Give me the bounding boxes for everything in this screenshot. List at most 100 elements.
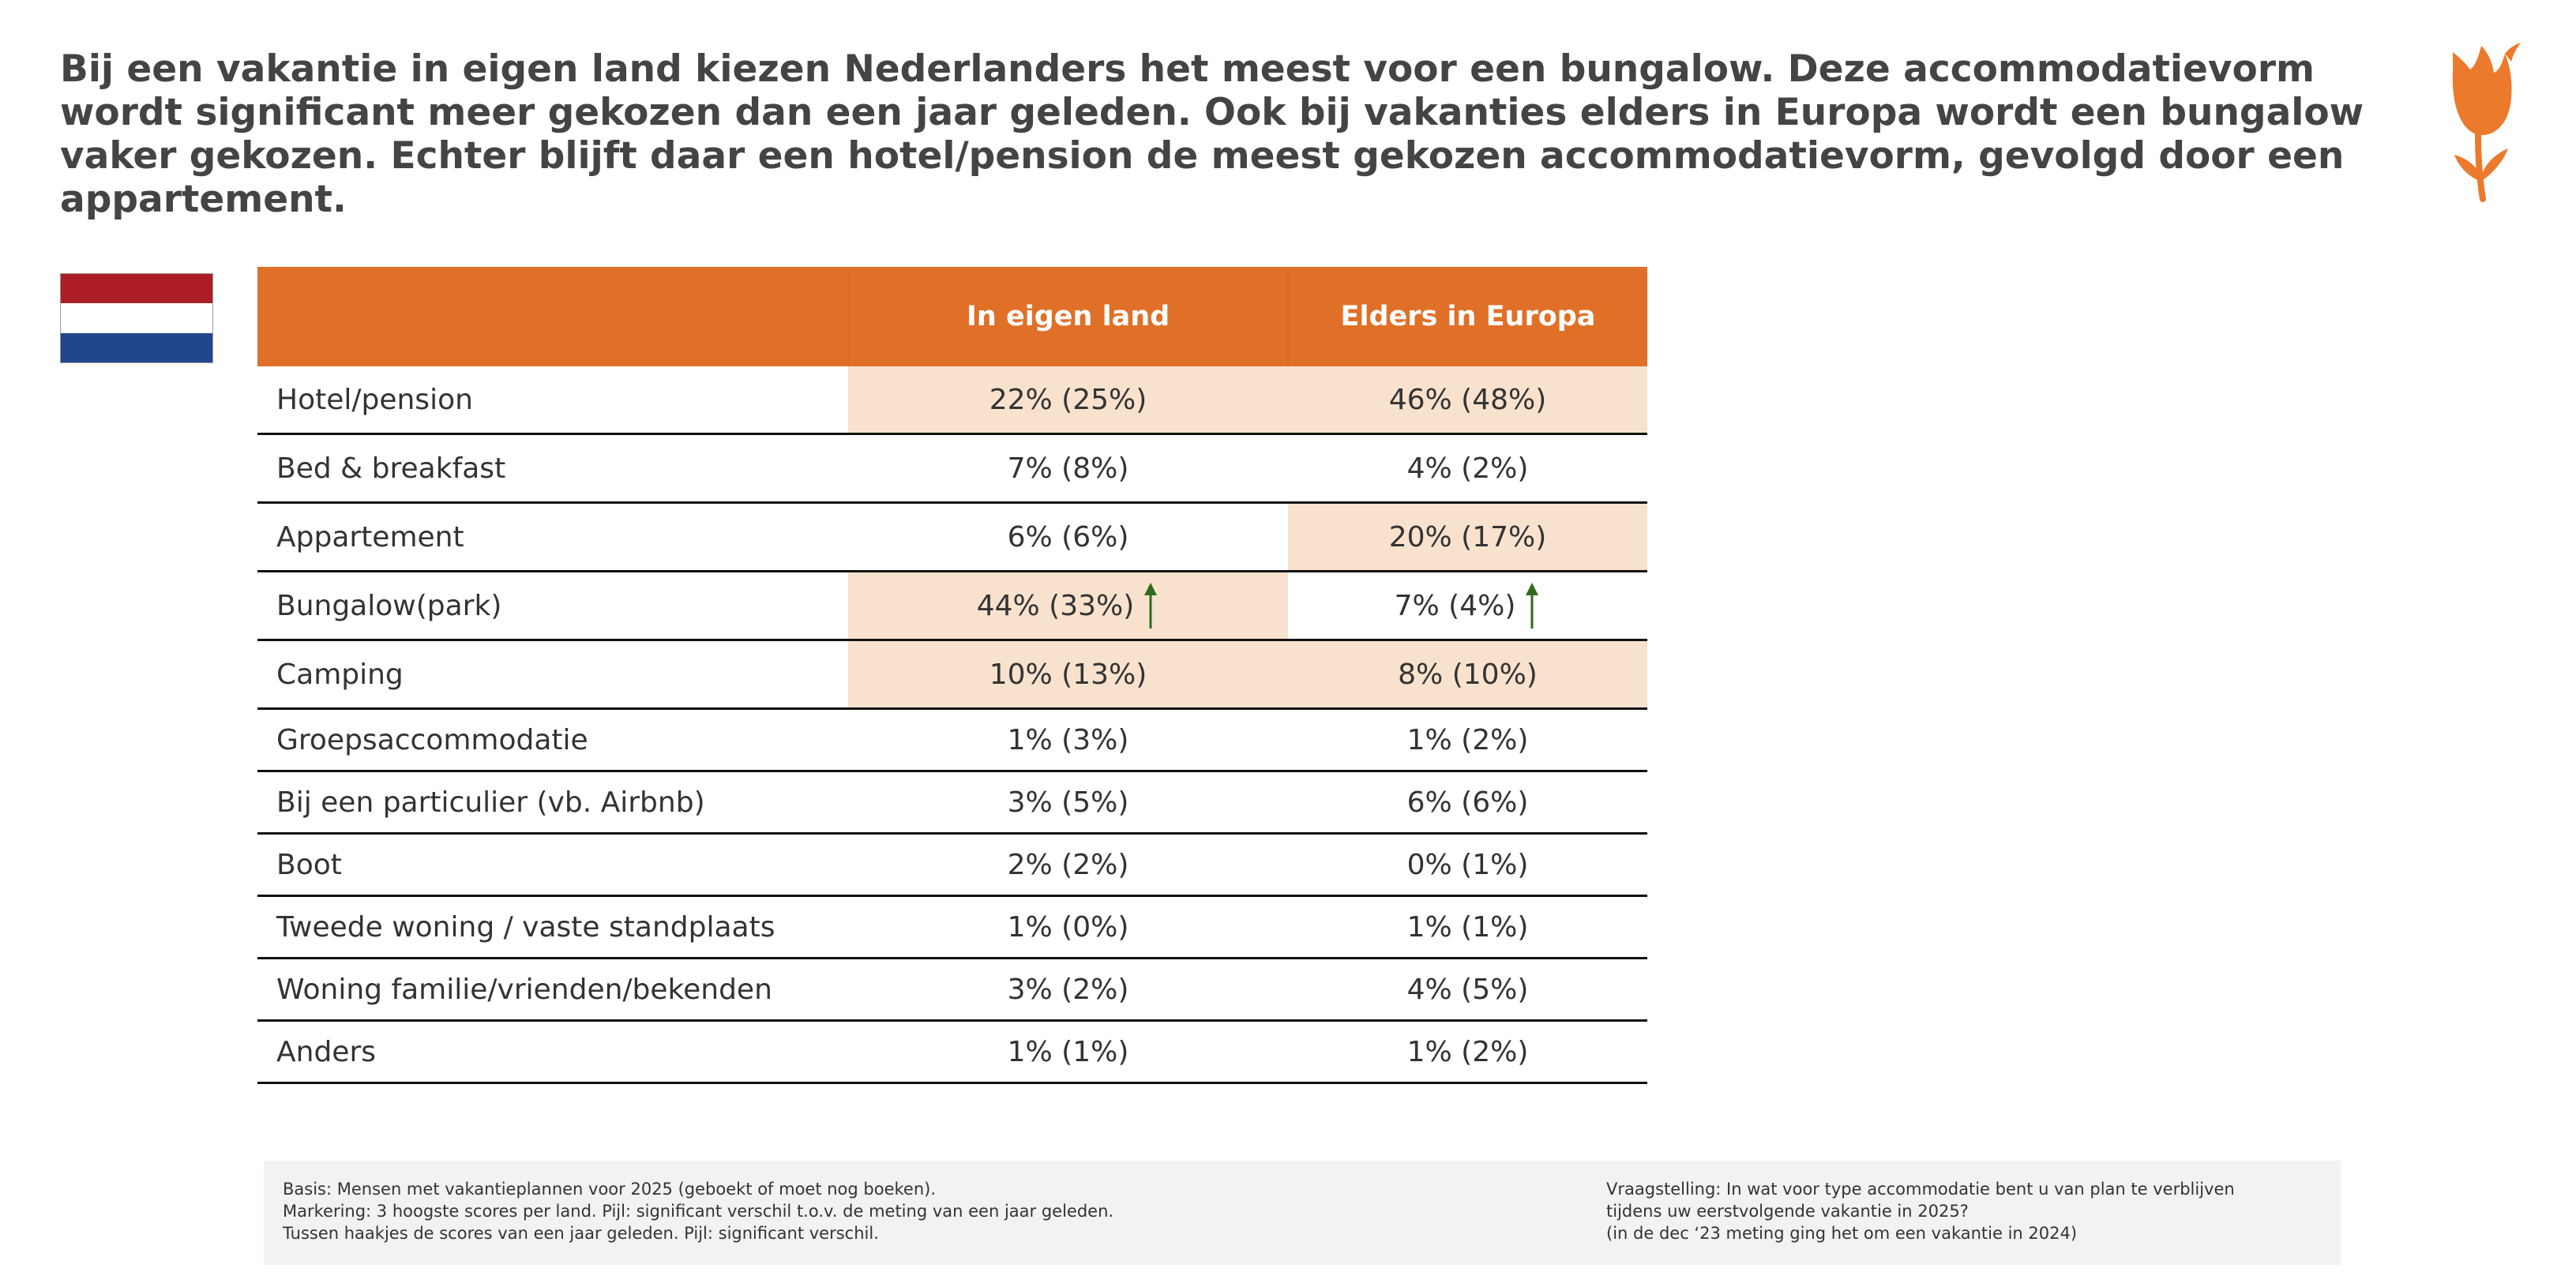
cell-elders-in-europa: 0% (1%) (1288, 833, 1647, 897)
cell-value-wrap: 6% (6%) (1407, 786, 1529, 819)
footnote-basis: Basis: Mensen met vakantieplannen voor 2… (283, 1178, 1704, 1244)
footnote-line: tijdens uw eerstvolgende vakantie in 202… (1606, 1202, 1969, 1221)
footnote-line: Tussen haakjes de scores van een jaar ge… (283, 1224, 879, 1243)
cell-in-eigen-land: 2% (2%) (848, 833, 1288, 897)
footnote-line: (in de dec ‘23 meting ging het om een va… (1606, 1224, 2078, 1243)
row-label: Boot (257, 833, 848, 897)
flag-stripe-blue (61, 332, 212, 362)
cell-value: 2% (2%) (1007, 848, 1129, 881)
cell-value: 22% (25%) (989, 383, 1147, 416)
column-header-label (257, 267, 848, 366)
cell-value-wrap: 1% (0%) (1008, 911, 1129, 944)
cell-value-wrap: 7% (8%) (1008, 452, 1129, 485)
cell-in-eigen-land: 6% (6%) (848, 502, 1288, 572)
cell-value: 44% (33%) (976, 589, 1135, 622)
cell-value: 46% (48%) (1388, 383, 1547, 416)
table-row: Hotel/pension 22% (25%) 46% (48%) (257, 366, 1647, 435)
cell-in-eigen-land: 7% (8%) (848, 433, 1288, 504)
arrow-up-icon (1526, 583, 1539, 628)
cell-value-wrap: 22% (25%) (989, 384, 1147, 416)
cell-value-wrap: 7% (4%) (1395, 581, 1541, 630)
cell-value-wrap: 1% (2%) (1407, 724, 1529, 756)
cell-value: 0% (1%) (1406, 848, 1529, 881)
cell-value-wrap: 1% (2%) (1407, 1036, 1529, 1068)
row-label: Woning familie/vrienden/bekenden (257, 958, 848, 1022)
cell-elders-in-europa: 1% (1%) (1288, 895, 1647, 959)
flag-stripe-red (61, 274, 212, 304)
row-label: Bungalow(park) (257, 571, 848, 641)
cell-value-wrap: 2% (2%) (1008, 849, 1129, 881)
footnote-line: Basis: Mensen met vakantieplannen voor 2… (283, 1180, 937, 1199)
cell-elders-in-europa: 4% (5%) (1288, 958, 1647, 1022)
cell-value: 10% (13%) (989, 658, 1147, 691)
cell-value: 1% (1%) (1007, 1035, 1129, 1068)
table-row: Groepsaccommodatie 1% (3%) 1% (2%) (257, 708, 1647, 772)
cell-value-wrap: 1% (1%) (1008, 1036, 1129, 1068)
cell-value: 7% (8%) (1007, 452, 1129, 485)
row-label: Tweede woning / vaste standplaats (257, 895, 848, 959)
cell-value-wrap: 1% (3%) (1008, 724, 1129, 756)
cell-value: 1% (2%) (1406, 723, 1529, 756)
footnote-line: Markering: 3 hoogste scores per land. Pi… (283, 1202, 1114, 1221)
table-row: Appartement 6% (6%) 20% (17%) (257, 502, 1647, 572)
cell-value: 4% (2%) (1406, 452, 1529, 485)
cell-in-eigen-land: 44% (33%) (848, 571, 1288, 641)
column-header-in-eigen-land: In eigen land (847, 267, 1288, 366)
accommodation-table: In eigen land Elders in Europa Hotel/pen… (257, 267, 1647, 1084)
cell-in-eigen-land: 1% (1%) (848, 1020, 1288, 1084)
cell-value: 1% (2%) (1406, 1035, 1529, 1068)
cell-value-wrap: 46% (48%) (1389, 384, 1547, 416)
cell-value-wrap: 3% (5%) (1008, 786, 1129, 819)
cell-value: 7% (4%) (1394, 589, 1516, 622)
cell-value: 1% (0%) (1007, 910, 1129, 944)
cell-value: 20% (17%) (1388, 520, 1547, 553)
table-header-row: In eigen land Elders in Europa (257, 267, 1647, 366)
cell-value: 1% (3%) (1007, 723, 1129, 756)
row-label: Appartement (257, 502, 848, 572)
footnote-question: Vraagstelling: In wat voor type accommod… (1606, 1178, 2317, 1244)
cell-value: 4% (5%) (1406, 973, 1529, 1006)
arrow-up-icon (1144, 583, 1158, 628)
cell-value-wrap: 0% (1%) (1407, 849, 1529, 881)
cell-value: 8% (10%) (1398, 658, 1538, 691)
table-row: Tweede woning / vaste standplaats 1% (0%)… (257, 895, 1647, 959)
row-label: Hotel/pension (257, 366, 848, 435)
table-row: Woning familie/vrienden/bekenden 3% (2%) 4… (257, 958, 1647, 1022)
table-row: Bed & breakfast 7% (8%) 4% (2%) (257, 433, 1647, 504)
cell-elders-in-europa: 7% (4%) (1288, 571, 1647, 641)
cell-in-eigen-land: 1% (3%) (848, 708, 1288, 772)
table-row: Bij een particulier (vb. Airbnb) 3% (5%) 6… (257, 771, 1647, 835)
cell-in-eigen-land: 10% (13%) (848, 640, 1288, 710)
cell-value: 3% (5%) (1007, 786, 1129, 819)
cell-elders-in-europa: 46% (48%) (1288, 366, 1647, 435)
cell-in-eigen-land: 22% (25%) (848, 366, 1288, 435)
cell-value-wrap: 4% (2%) (1407, 452, 1529, 485)
page-headline: Bij een vakantie in eigen land kiezen Ne… (60, 47, 2364, 221)
cell-value: 1% (1%) (1406, 910, 1529, 944)
cell-in-eigen-land: 3% (2%) (848, 958, 1288, 1022)
cell-value: 6% (6%) (1007, 520, 1129, 553)
column-header-elders-in-europa: Elders in Europa (1287, 267, 1647, 366)
cell-elders-in-europa: 1% (2%) (1288, 708, 1647, 772)
table-row: Anders 1% (1%) 1% (2%) (257, 1020, 1647, 1084)
cell-value-wrap: 8% (10%) (1398, 659, 1538, 691)
cell-value-wrap: 44% (33%) (977, 581, 1160, 630)
table-row: Camping 10% (13%) 8% (10%) (257, 640, 1647, 710)
cell-value-wrap: 20% (17%) (1389, 521, 1547, 553)
cell-elders-in-europa: 4% (2%) (1288, 433, 1647, 504)
cell-value-wrap: 10% (13%) (989, 659, 1147, 691)
cell-value-wrap: 1% (1%) (1407, 911, 1529, 944)
tulip-icon (2452, 43, 2521, 202)
cell-elders-in-europa: 20% (17%) (1288, 502, 1647, 572)
cell-elders-in-europa: 1% (2%) (1288, 1020, 1647, 1084)
cell-value-wrap: 4% (5%) (1407, 974, 1529, 1006)
table-row: Boot 2% (2%) 0% (1%) (257, 833, 1647, 897)
netherlands-flag-icon (60, 273, 213, 363)
cell-elders-in-europa: 8% (10%) (1288, 640, 1647, 710)
row-label: Camping (257, 640, 848, 710)
table-row: Bungalow(park) 44% (33%) 7% (4%) (257, 571, 1647, 641)
cell-in-eigen-land: 3% (5%) (848, 771, 1288, 835)
cell-in-eigen-land: 1% (0%) (848, 895, 1288, 959)
row-label: Bij een particulier (vb. Airbnb) (257, 771, 848, 835)
footnote-line: Vraagstelling: In wat voor type accommod… (1606, 1180, 2235, 1199)
